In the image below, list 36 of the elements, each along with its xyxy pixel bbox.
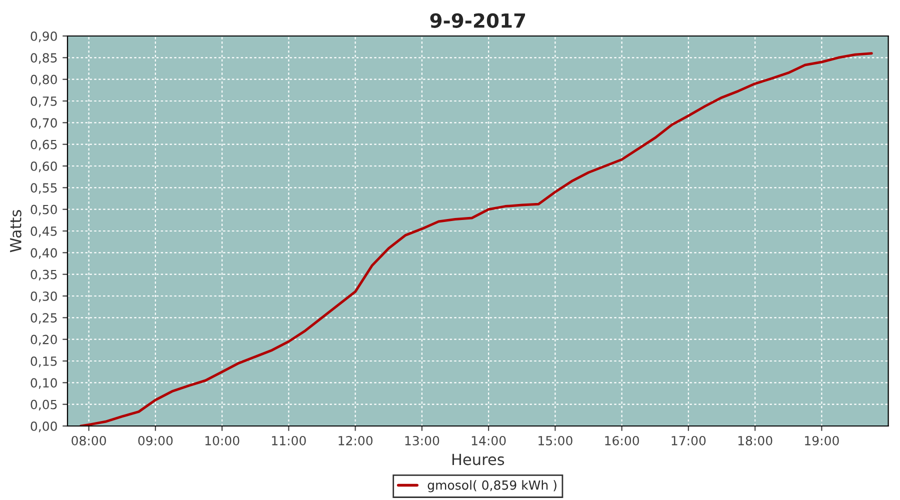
x-tick-label: 08:00 <box>72 436 106 446</box>
y-tick-label: 0,45 <box>30 226 57 238</box>
y-tick-label: 0,30 <box>30 291 57 302</box>
x-tick-label: 16:00 <box>605 436 639 446</box>
line-series <box>80 52 873 426</box>
y-tick-label: 0,80 <box>30 74 57 86</box>
x-tick-label: 12:00 <box>338 436 372 446</box>
x-tick-label: 11:00 <box>272 436 306 446</box>
y-tick-label: 0,70 <box>30 118 57 129</box>
y-tick-label: 0,50 <box>30 204 57 216</box>
x-tick-label: 19:00 <box>805 436 839 446</box>
y-tick-label: 0,55 <box>30 183 57 194</box>
y-tick-label: 0,40 <box>30 248 57 259</box>
y-tick-label: 0,15 <box>30 356 57 368</box>
chart-title: 9-9-2017 <box>430 13 526 28</box>
x-axis-title: Heures <box>452 454 504 466</box>
y-tick-label: 0,35 <box>30 270 57 281</box>
y-tick-label: 0,25 <box>30 313 57 324</box>
y-tick-label: 0,05 <box>30 400 57 411</box>
y-axis-title: Watts <box>10 210 22 252</box>
x-tick-label: 15:00 <box>538 436 572 446</box>
y-tick-label: 0,10 <box>30 378 57 389</box>
y-tick-label: 0,85 <box>30 53 57 64</box>
y-tick-label: 0,75 <box>30 96 57 108</box>
y-tick-label: 0,20 <box>30 334 57 346</box>
x-tick-label: 14:00 <box>472 436 506 446</box>
y-tick-label: 0,00 <box>30 421 57 432</box>
y-tick-label: 0,90 <box>30 31 57 42</box>
x-tick-label: 17:00 <box>672 436 706 446</box>
y-tick-label: 0,60 <box>30 161 57 172</box>
y-tick-label: 0,65 <box>30 140 57 151</box>
legend-label: gmosol( 0,859 kWh ) <box>428 480 556 492</box>
x-tick-label: 18:00 <box>738 436 772 446</box>
x-tick-label: 09:00 <box>138 436 173 446</box>
x-tick-label: 10:00 <box>205 436 240 446</box>
x-tick-label: 13:00 <box>405 436 440 446</box>
